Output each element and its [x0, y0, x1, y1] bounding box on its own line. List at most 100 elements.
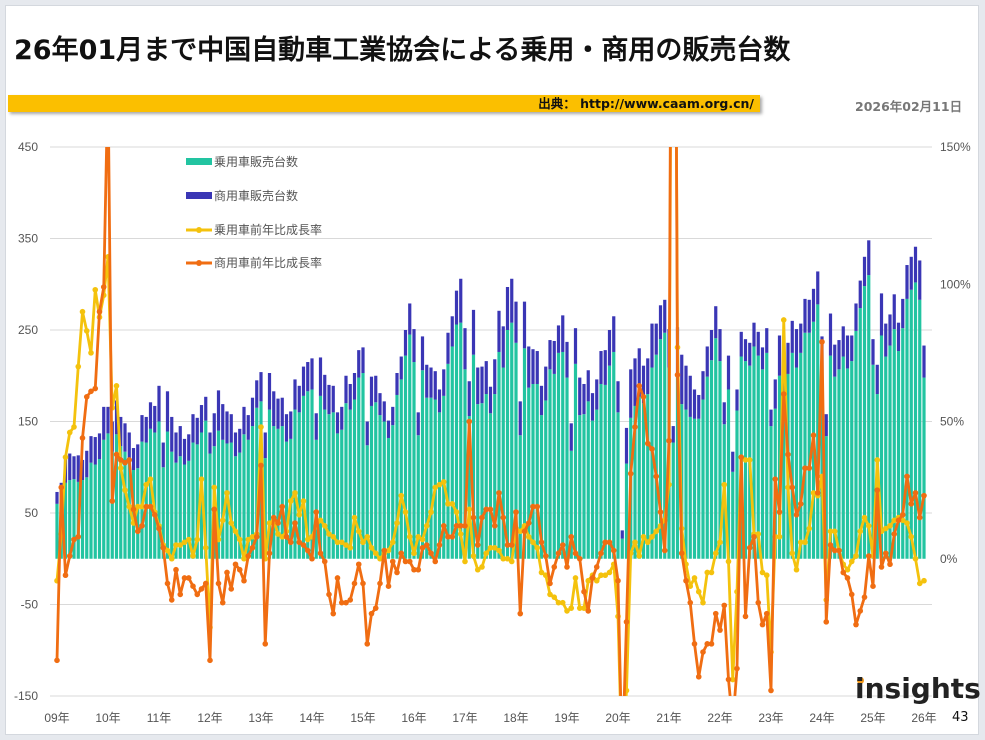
commercial-yoy-point [232, 561, 239, 568]
passenger-bar [803, 332, 807, 559]
passenger-bar [841, 356, 845, 559]
passenger-bar [208, 453, 212, 559]
commercial-bar [323, 374, 327, 410]
passenger-bar [705, 376, 709, 559]
passenger-bar [918, 299, 922, 559]
passenger-yoy-point [470, 553, 477, 559]
commercial-yoy-point [228, 586, 235, 592]
commercial-yoy-point [334, 575, 341, 581]
passenger-yoy-point [491, 544, 498, 551]
passenger-bar [318, 395, 323, 559]
commercial-yoy-point [657, 509, 664, 515]
commercial-bar [442, 369, 446, 396]
passenger-yoy-point [347, 544, 354, 551]
commercial-yoy-point [466, 418, 473, 425]
passenger-bar [416, 435, 420, 559]
passenger-bar [412, 362, 416, 559]
passenger-bar [514, 342, 518, 559]
passenger-yoy-point [538, 569, 545, 576]
passenger-yoy-point [334, 539, 341, 546]
passenger-yoy-point [644, 539, 651, 546]
passenger-bar [170, 451, 174, 559]
passenger-bar [752, 346, 756, 559]
page-number: 43 [952, 710, 969, 725]
commercial-bar [165, 391, 170, 432]
commercial-yoy-point [462, 523, 468, 529]
passenger-bar [323, 409, 327, 559]
commercial-yoy-point [802, 465, 808, 471]
passenger-bar [450, 346, 454, 559]
passenger-yoy-point [874, 457, 881, 463]
passenger-yoy-point [440, 479, 447, 485]
passenger-yoy-point [402, 509, 409, 515]
source-link[interactable]: 出典： http://www.caam.org.cn/ [538, 96, 754, 111]
passenger-yoy-point [139, 503, 145, 510]
passenger-bar [760, 369, 765, 559]
commercial-bar [701, 371, 705, 400]
passenger-yoy-point [687, 583, 694, 589]
commercial-yoy-point [236, 566, 243, 573]
passenger-bar [531, 383, 535, 559]
commercial-yoy-point [168, 597, 175, 603]
commercial-yoy-point [542, 553, 549, 559]
passenger-yoy-point [364, 533, 371, 540]
commercial-bar [858, 280, 862, 309]
commercial-yoy-point [806, 465, 813, 471]
commercial-yoy-point [564, 564, 570, 570]
commercial-bar [624, 427, 629, 464]
commercial-bar [773, 379, 777, 409]
legend-passenger-swatch [186, 158, 212, 165]
passenger-yoy-point [708, 569, 715, 576]
x-tick-label: 15年 [350, 711, 375, 725]
passenger-yoy-point [211, 484, 218, 491]
commercial-yoy-point [916, 514, 923, 521]
passenger-bar [80, 480, 85, 559]
passenger-yoy-point [695, 588, 702, 595]
commercial-bar [705, 346, 709, 377]
passenger-yoy-point [547, 591, 553, 598]
commercial-yoy-point [185, 575, 192, 581]
x-tick-label: 14年 [299, 711, 324, 725]
commercial-bar [531, 349, 535, 384]
commercial-yoy-point [887, 561, 893, 568]
commercial-bar [293, 379, 297, 410]
commercial-yoy-point [521, 528, 528, 535]
commercial-bar [578, 377, 582, 416]
commercial-bar [85, 450, 89, 478]
passenger-bar [816, 304, 820, 559]
commercial-bar [225, 411, 229, 444]
passenger-bar [335, 433, 340, 559]
commercial-bar [913, 246, 918, 283]
passenger-yoy-point [75, 363, 82, 370]
passenger-yoy-point [755, 531, 762, 537]
passenger-bar [233, 456, 238, 559]
commercial-yoy-point [666, 437, 672, 444]
commercial-bar [544, 366, 548, 401]
commercial-bar [726, 355, 731, 390]
logo-dot [857, 677, 864, 684]
passenger-bar [799, 352, 803, 559]
commercial-yoy-line [55, 147, 926, 696]
commercial-bar [607, 330, 612, 366]
passenger-bar [182, 464, 187, 559]
passenger-bar [106, 433, 110, 559]
commercial-bar [522, 301, 527, 349]
passenger-bar [884, 356, 888, 559]
passenger-bar [688, 416, 692, 559]
commercial-bar [408, 303, 412, 335]
passenger-bar [272, 426, 276, 559]
passenger-yoy-point [287, 498, 294, 504]
passenger-yoy-point [368, 544, 375, 551]
passenger-yoy-point [428, 509, 434, 515]
commercial-yoy-point [457, 523, 464, 529]
passenger-bar [565, 377, 569, 559]
passenger-yoy-point [415, 533, 422, 540]
commercial-yoy-point [419, 544, 426, 551]
passenger-yoy-point [865, 523, 872, 529]
commercial-bar [106, 406, 110, 434]
commercial-yoy-point [96, 308, 103, 315]
commercial-yoy-point [130, 506, 137, 513]
passenger-bar [216, 430, 221, 559]
commercial-bar [790, 320, 794, 353]
passenger-yoy-point [921, 577, 927, 584]
